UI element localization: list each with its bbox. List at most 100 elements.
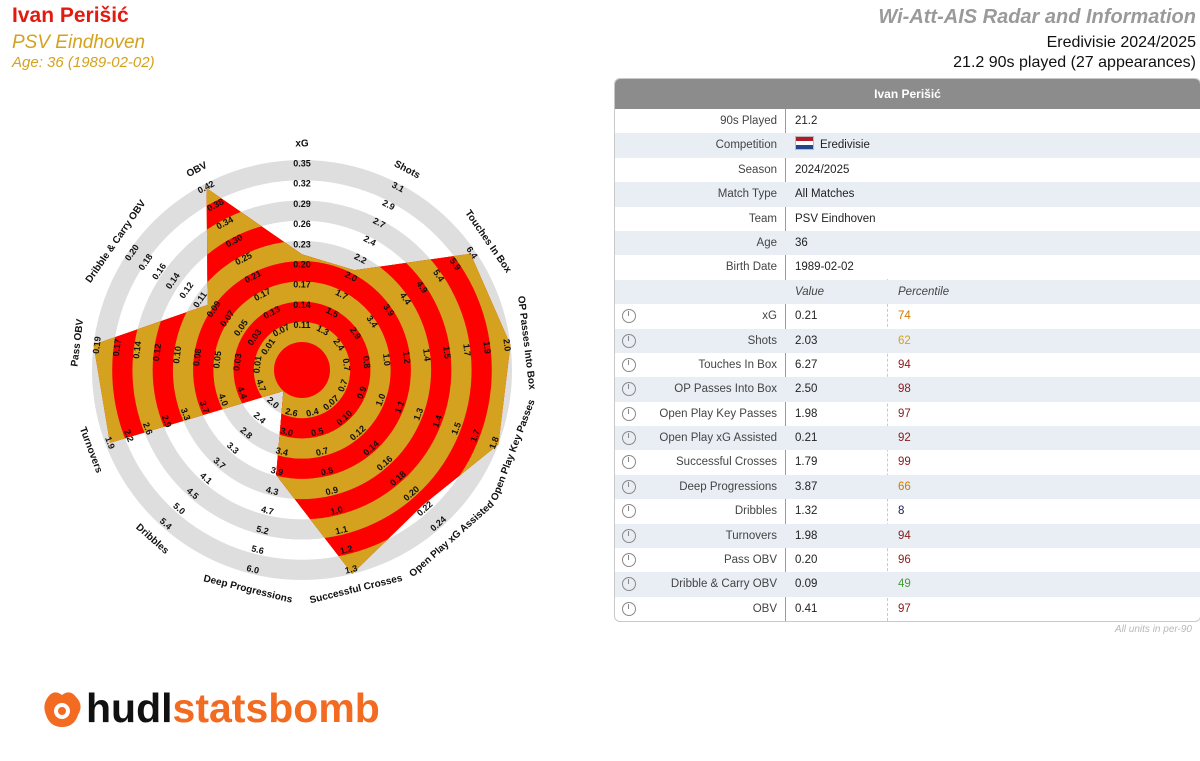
report-title: Wi-Att-AIS Radar and Information [878,6,1196,28]
tick-label: 1.4 [430,414,444,429]
tick-label: 1.1 [334,524,349,537]
metric-percentile: 97 [898,407,911,420]
metric-row: Dribbles 1.32 8 [615,499,1200,523]
metric-percentile: 8 [898,505,905,518]
info-row: 90s Played 21.2 [615,109,1200,133]
logo-statsbomb-text: statsbomb [172,685,380,731]
gauge-icon [622,504,636,519]
metric-value: 1.32 [795,505,818,518]
info-value-text: Eredivisie [820,139,870,152]
player-info-table: Ivan Perišić 90s Played 21.2 Competition Er… [614,78,1200,622]
tick-label: 2.6 [141,421,155,436]
info-value: Eredivisie [795,133,870,157]
units-footnote: All units in per-90 [1114,624,1192,635]
metric-row: Touches In Box 6.27 94 [615,353,1200,377]
info-row: Match Type All Matches [615,182,1200,207]
axis-label: xG [295,139,309,150]
tick-label: 4.3 [265,485,280,498]
tick-label: 5.2 [255,524,270,537]
tick-label: 6.0 [246,563,261,576]
metric-value: 1.98 [795,407,818,420]
tick-label: 0.8 [361,355,372,369]
metric-label: xG [762,310,777,323]
metric-value: 0.21 [795,432,818,445]
tick-label: 0.23 [293,239,311,249]
tick-label: 2.6 [284,406,299,419]
info-value: 2024/2025 [795,158,849,182]
tick-label: 0.17 [293,280,311,290]
tick-label: 1.9 [103,435,117,450]
table-title: Ivan Perišić [615,79,1200,109]
tick-label: 1.5 [449,421,463,436]
netherlands-flag-icon [795,136,814,151]
gauge-icon [622,528,636,543]
tick-label: 0.10 [171,346,183,365]
info-value-text: 21.2 [795,115,818,127]
tick-label: 5.6 [250,543,265,556]
info-label: Team [748,212,777,225]
axis-label: OBV [185,160,210,180]
player-name: Ivan Perišić [12,4,129,27]
tick-label: 1.4 [421,348,432,362]
tick-label: 0.19 [91,336,103,355]
metric-value: 2.03 [795,334,818,347]
tick-label: 0.20 [293,259,311,269]
tick-label: 0.29 [293,199,311,209]
metric-percentile: 94 [898,529,911,542]
metric-value: 0.20 [795,554,818,567]
axis-label: Turnovers [77,426,105,475]
tick-label: 4.4 [235,385,249,400]
tick-label: 0.12 [151,343,163,362]
metric-row: Pass OBV 0.20 96 [615,548,1200,572]
statsbomb-bomb-icon [44,692,81,727]
metric-value: 6.27 [795,358,818,371]
metric-label: Open Play Key Passes [659,407,777,420]
metric-percentile: 96 [898,554,911,567]
gauge-icon [622,406,636,421]
gauge-icon [622,357,636,372]
info-label: Competition [715,139,777,152]
metric-value: 2.50 [795,383,818,396]
info-label: Match Type [717,188,777,201]
axis-label: Shots [392,159,422,182]
tick-label: 0.7 [341,358,352,372]
info-value-text: 1989-02-02 [795,261,854,274]
metric-row: Successful Crosses 1.79 99 [615,450,1200,474]
gauge-icon [622,333,636,348]
gauge-icon [622,455,636,470]
tick-label: 1.9 [481,341,492,355]
metric-row: Deep Progressions 3.87 66 [615,474,1200,500]
percentile-column-header: Percentile [898,285,950,298]
info-row: Birth Date 1989-02-02 [615,255,1200,279]
metric-percentile: 62 [898,334,911,347]
metric-label: Shots [747,334,777,347]
tick-label: 3.3 [179,407,193,422]
tick-label: 1.1 [393,399,407,414]
team-name: PSV Eindhoven [12,32,146,53]
info-value-text: 36 [795,236,808,249]
tick-label: 0.26 [293,219,311,229]
tick-label: 1.2 [339,543,354,556]
value-column-header: Value [795,285,824,298]
metric-row: Open Play xG Assisted 0.21 92 [615,426,1200,451]
tick-label: 0.03 [231,353,243,372]
metric-row: xG 0.21 74 [615,304,1200,328]
column-header-row: Value Percentile [615,279,1200,305]
metric-percentile: 49 [898,578,911,591]
tick-label: 0.08 [191,348,203,367]
metric-label: OP Passes Into Box [674,383,777,396]
logo-hudl-text: hudl [86,685,173,731]
gauge-icon [622,431,636,446]
metric-label: Deep Progressions [679,480,777,493]
table-body: 90s Played 21.2 Competition Eredivisie Seaso… [615,109,1200,621]
metric-row: Shots 2.03 62 [615,328,1200,353]
metric-value: 0.09 [795,578,818,591]
metric-percentile: 98 [898,383,911,396]
tick-label: 0.4 [305,406,320,419]
info-row: Team PSV Eindhoven [615,207,1200,231]
gauge-icon [622,577,636,592]
info-value: All Matches [795,182,854,206]
axis-label: OP Passes Into Box [515,295,537,390]
tick-label: 0.14 [131,341,143,360]
metric-percentile: 97 [898,602,911,615]
